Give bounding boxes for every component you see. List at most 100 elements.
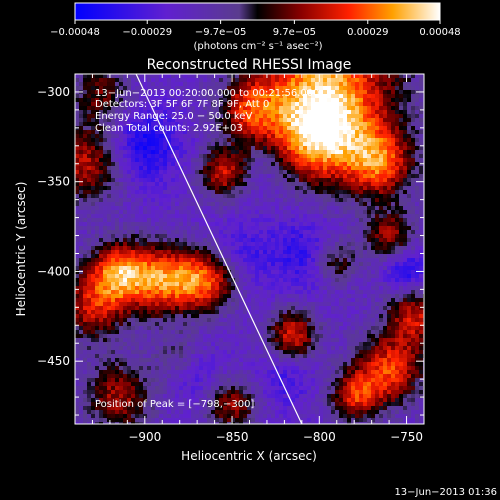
heatmap-cell: [203, 74, 208, 79]
heatmap-cell: [247, 150, 252, 155]
heatmap-cell: [199, 298, 204, 303]
heatmap-cell: [179, 238, 184, 243]
heatmap-cell: [283, 134, 288, 139]
heatmap-cell: [255, 82, 260, 87]
heatmap-cell: [135, 262, 140, 267]
heatmap-cell: [247, 294, 252, 299]
heatmap-cell: [147, 250, 152, 255]
heatmap-cell: [135, 358, 140, 363]
heatmap-cell: [135, 114, 140, 119]
heatmap-cell: [195, 354, 200, 359]
heatmap-cell: [211, 138, 216, 143]
heatmap-cell: [115, 90, 120, 95]
heatmap-cell: [179, 258, 184, 263]
heatmap-cell: [191, 354, 196, 359]
heatmap-cell: [231, 370, 236, 375]
heatmap-cell: [115, 170, 120, 175]
heatmap-cell: [275, 130, 280, 135]
heatmap-cell: [119, 222, 124, 227]
heatmap-cell: [223, 166, 228, 171]
heatmap-cell: [191, 174, 196, 179]
heatmap-cell: [251, 278, 256, 283]
heatmap-cell: [263, 294, 268, 299]
heatmap-cell: [263, 318, 268, 323]
heatmap-cell: [99, 382, 104, 387]
heatmap-cell: [119, 110, 124, 115]
heatmap-cell: [279, 162, 284, 167]
heatmap-cell: [255, 314, 260, 319]
heatmap-cell: [139, 342, 144, 347]
heatmap-cell: [91, 134, 96, 139]
heatmap-cell: [111, 146, 116, 151]
heatmap-cell: [111, 210, 116, 215]
heatmap-cell: [191, 226, 196, 231]
heatmap-cell: [183, 370, 188, 375]
heatmap-cell: [271, 106, 276, 111]
heatmap-cell: [259, 118, 264, 123]
heatmap-cell: [175, 270, 180, 275]
heatmap-cell: [247, 410, 252, 415]
heatmap-cell: [123, 198, 128, 203]
heatmap-cell: [275, 250, 280, 255]
heatmap-cell: [203, 266, 208, 271]
heatmap-cell: [111, 114, 116, 119]
heatmap-cell: [291, 398, 296, 403]
heatmap-cell: [227, 362, 232, 367]
heatmap-cell: [263, 258, 268, 263]
heatmap-cell: [219, 102, 224, 107]
heatmap-cell: [99, 118, 104, 123]
heatmap-cell: [251, 110, 256, 115]
heatmap-cell: [175, 254, 180, 259]
heatmap-cell: [183, 138, 188, 143]
heatmap-cell: [155, 74, 160, 79]
heatmap-cell: [259, 406, 264, 411]
heatmap-cell: [227, 258, 232, 263]
heatmap-cell: [95, 390, 100, 395]
heatmap-cell: [223, 174, 228, 179]
heatmap-cell: [107, 138, 112, 143]
heatmap-cell: [195, 86, 200, 91]
heatmap-cell: [179, 122, 184, 127]
heatmap-cell: [255, 318, 260, 323]
heatmap-cell: [119, 130, 124, 135]
heatmap-cell: [275, 98, 280, 103]
heatmap-cell: [279, 246, 284, 251]
heatmap-cell: [147, 374, 152, 379]
heatmap-cell: [119, 258, 124, 263]
heatmap-cell: [111, 106, 116, 111]
heatmap-cell: [263, 334, 268, 339]
heatmap-cell: [139, 410, 144, 415]
heatmap-cell: [115, 418, 120, 423]
heatmap-cell: [167, 390, 172, 395]
heatmap-cell: [79, 222, 84, 227]
heatmap-cell: [295, 246, 300, 251]
heatmap-cell: [267, 290, 272, 295]
heatmap-cell: [219, 294, 224, 299]
heatmap-cell: [211, 334, 216, 339]
heatmap-cell: [223, 330, 228, 335]
heatmap-cell: [91, 174, 96, 179]
heatmap-cell: [99, 294, 104, 299]
heatmap-cell: [263, 142, 268, 147]
heatmap-cell: [179, 318, 184, 323]
heatmap-cell: [267, 94, 272, 99]
heatmap-cell: [195, 138, 200, 143]
heatmap-cell: [243, 358, 248, 363]
heatmap-cell: [127, 142, 132, 147]
heatmap-cell: [95, 78, 100, 83]
heatmap-cell: [283, 354, 288, 359]
heatmap-cell: [287, 398, 292, 403]
heatmap-cell: [279, 102, 284, 107]
heatmap-cell: [87, 278, 92, 283]
heatmap-cell: [171, 410, 176, 415]
heatmap-cell: [119, 394, 124, 399]
heatmap-cell: [283, 174, 288, 179]
heatmap-cell: [91, 322, 96, 327]
heatmap-cell: [227, 158, 232, 163]
heatmap-cell: [191, 266, 196, 271]
heatmap-cell: [271, 310, 276, 315]
heatmap-cell: [99, 242, 104, 247]
heatmap-cell: [83, 166, 88, 171]
heatmap-cell: [243, 82, 248, 87]
heatmap-cell: [251, 106, 256, 111]
